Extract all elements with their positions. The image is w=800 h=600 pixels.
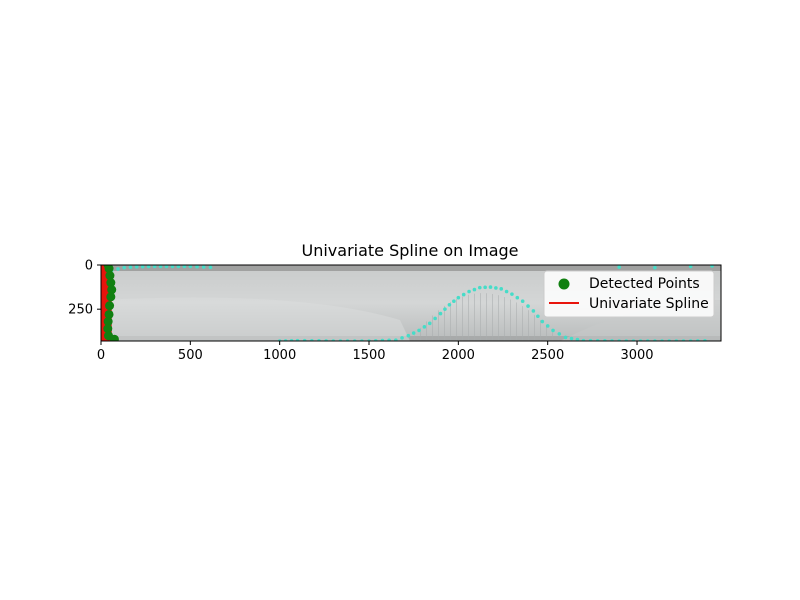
plot-frame bbox=[100, 264, 722, 342]
contour-dot bbox=[152, 265, 157, 269]
contour-dot bbox=[427, 321, 432, 326]
contour-dot bbox=[703, 338, 707, 341]
contour-dot bbox=[499, 287, 504, 291]
detected-point bbox=[105, 271, 115, 281]
legend-marker-detected-points bbox=[558, 278, 570, 290]
contour-dot bbox=[540, 319, 545, 324]
contour-dot bbox=[510, 292, 514, 296]
contour-dot bbox=[128, 265, 133, 270]
contour-dot bbox=[201, 265, 206, 269]
y-axis: 0 250 bbox=[68, 259, 101, 318]
contour-dot bbox=[531, 309, 536, 313]
contour-dot bbox=[406, 333, 411, 338]
contour-dot bbox=[443, 307, 447, 311]
contour-dot bbox=[536, 314, 540, 319]
x-tick-label: 500 bbox=[178, 348, 203, 363]
x-tick-label: 1000 bbox=[263, 348, 296, 363]
y-tick-label: 250 bbox=[68, 303, 93, 318]
contour-dot bbox=[545, 324, 550, 328]
contour-dot bbox=[472, 287, 477, 292]
contour-dot bbox=[452, 299, 456, 304]
contour-dot bbox=[188, 265, 193, 269]
detected-point bbox=[107, 285, 117, 295]
contour-dot bbox=[400, 336, 404, 340]
x-axis: 0 500 1000 1500 2000 2500 3000 bbox=[97, 341, 654, 363]
contour-dot bbox=[710, 265, 714, 268]
contour-dot bbox=[504, 289, 509, 294]
x-tick-label: 2500 bbox=[531, 348, 564, 363]
contour-dot bbox=[417, 328, 421, 333]
series-layer bbox=[101, 265, 119, 341]
contour-dot bbox=[422, 325, 427, 329]
contour-dot bbox=[588, 338, 593, 341]
contour-dot bbox=[688, 265, 693, 269]
contour-dot bbox=[182, 265, 187, 269]
x-tick-label: 1500 bbox=[352, 348, 385, 363]
contour-dot bbox=[653, 265, 657, 270]
contour-dot bbox=[195, 265, 199, 269]
contour-dot bbox=[557, 332, 562, 336]
contour-dot bbox=[581, 338, 586, 341]
contour-dot bbox=[295, 338, 300, 341]
contour-dot bbox=[483, 285, 487, 290]
detected-point bbox=[106, 278, 116, 288]
detected-point bbox=[104, 265, 114, 274]
y-tick-label: 0 bbox=[85, 259, 93, 274]
x-tick-label: 3000 bbox=[620, 348, 653, 363]
detected-point bbox=[106, 292, 116, 302]
contour-dot bbox=[289, 338, 294, 341]
contour-dot bbox=[461, 292, 466, 297]
detected-point bbox=[103, 324, 113, 334]
contour-dot bbox=[140, 265, 145, 269]
chart-title: Univariate Spline on Image bbox=[302, 241, 519, 260]
contour-dot bbox=[520, 299, 525, 304]
contour-dot bbox=[373, 338, 378, 341]
contour-dot bbox=[563, 335, 568, 340]
detected-point bbox=[109, 334, 119, 341]
contour-dot bbox=[387, 338, 391, 341]
legend-label-detected-points: Detected Points bbox=[589, 276, 700, 292]
contour-dot bbox=[494, 286, 498, 290]
contour-dot bbox=[164, 265, 169, 269]
contour-dot bbox=[569, 336, 574, 341]
contour-dot bbox=[433, 316, 437, 321]
detected-point bbox=[105, 301, 115, 311]
contour-dot bbox=[488, 285, 493, 289]
x-tick-label: 2000 bbox=[442, 348, 475, 363]
contour-dot bbox=[447, 302, 452, 307]
contour-dot bbox=[526, 304, 530, 308]
contour-dot bbox=[617, 265, 621, 269]
contour-dot bbox=[122, 265, 127, 270]
contour-dot bbox=[310, 338, 314, 341]
legend-box bbox=[543, 270, 715, 318]
legend: Detected Points Univariate Spline bbox=[543, 270, 715, 318]
contour-dot bbox=[515, 295, 520, 300]
contour-dot bbox=[411, 331, 416, 335]
contour-dot bbox=[302, 338, 307, 341]
contour-dot bbox=[116, 267, 120, 271]
x-tick-label: 0 bbox=[97, 348, 105, 363]
contour-dot bbox=[158, 265, 163, 269]
contour-dot bbox=[477, 285, 482, 290]
contour-dot bbox=[134, 265, 139, 269]
contour-dot bbox=[595, 338, 600, 341]
contour-dot bbox=[176, 265, 181, 269]
contour-dot bbox=[380, 338, 385, 341]
contour-dot bbox=[551, 328, 555, 333]
corrugated-hump bbox=[410, 293, 560, 341]
detected-point bbox=[104, 309, 114, 319]
contour-dot bbox=[208, 265, 213, 270]
legend-label-univariate-spline: Univariate Spline bbox=[589, 296, 709, 312]
contour-dot bbox=[146, 265, 151, 269]
contour-dot bbox=[170, 265, 175, 269]
contour-dot bbox=[438, 311, 443, 316]
contour-dot bbox=[467, 289, 471, 294]
contour-dot bbox=[575, 337, 580, 341]
contour-dot bbox=[394, 338, 398, 341]
contour-dot bbox=[456, 295, 461, 300]
detected-point bbox=[103, 317, 113, 327]
